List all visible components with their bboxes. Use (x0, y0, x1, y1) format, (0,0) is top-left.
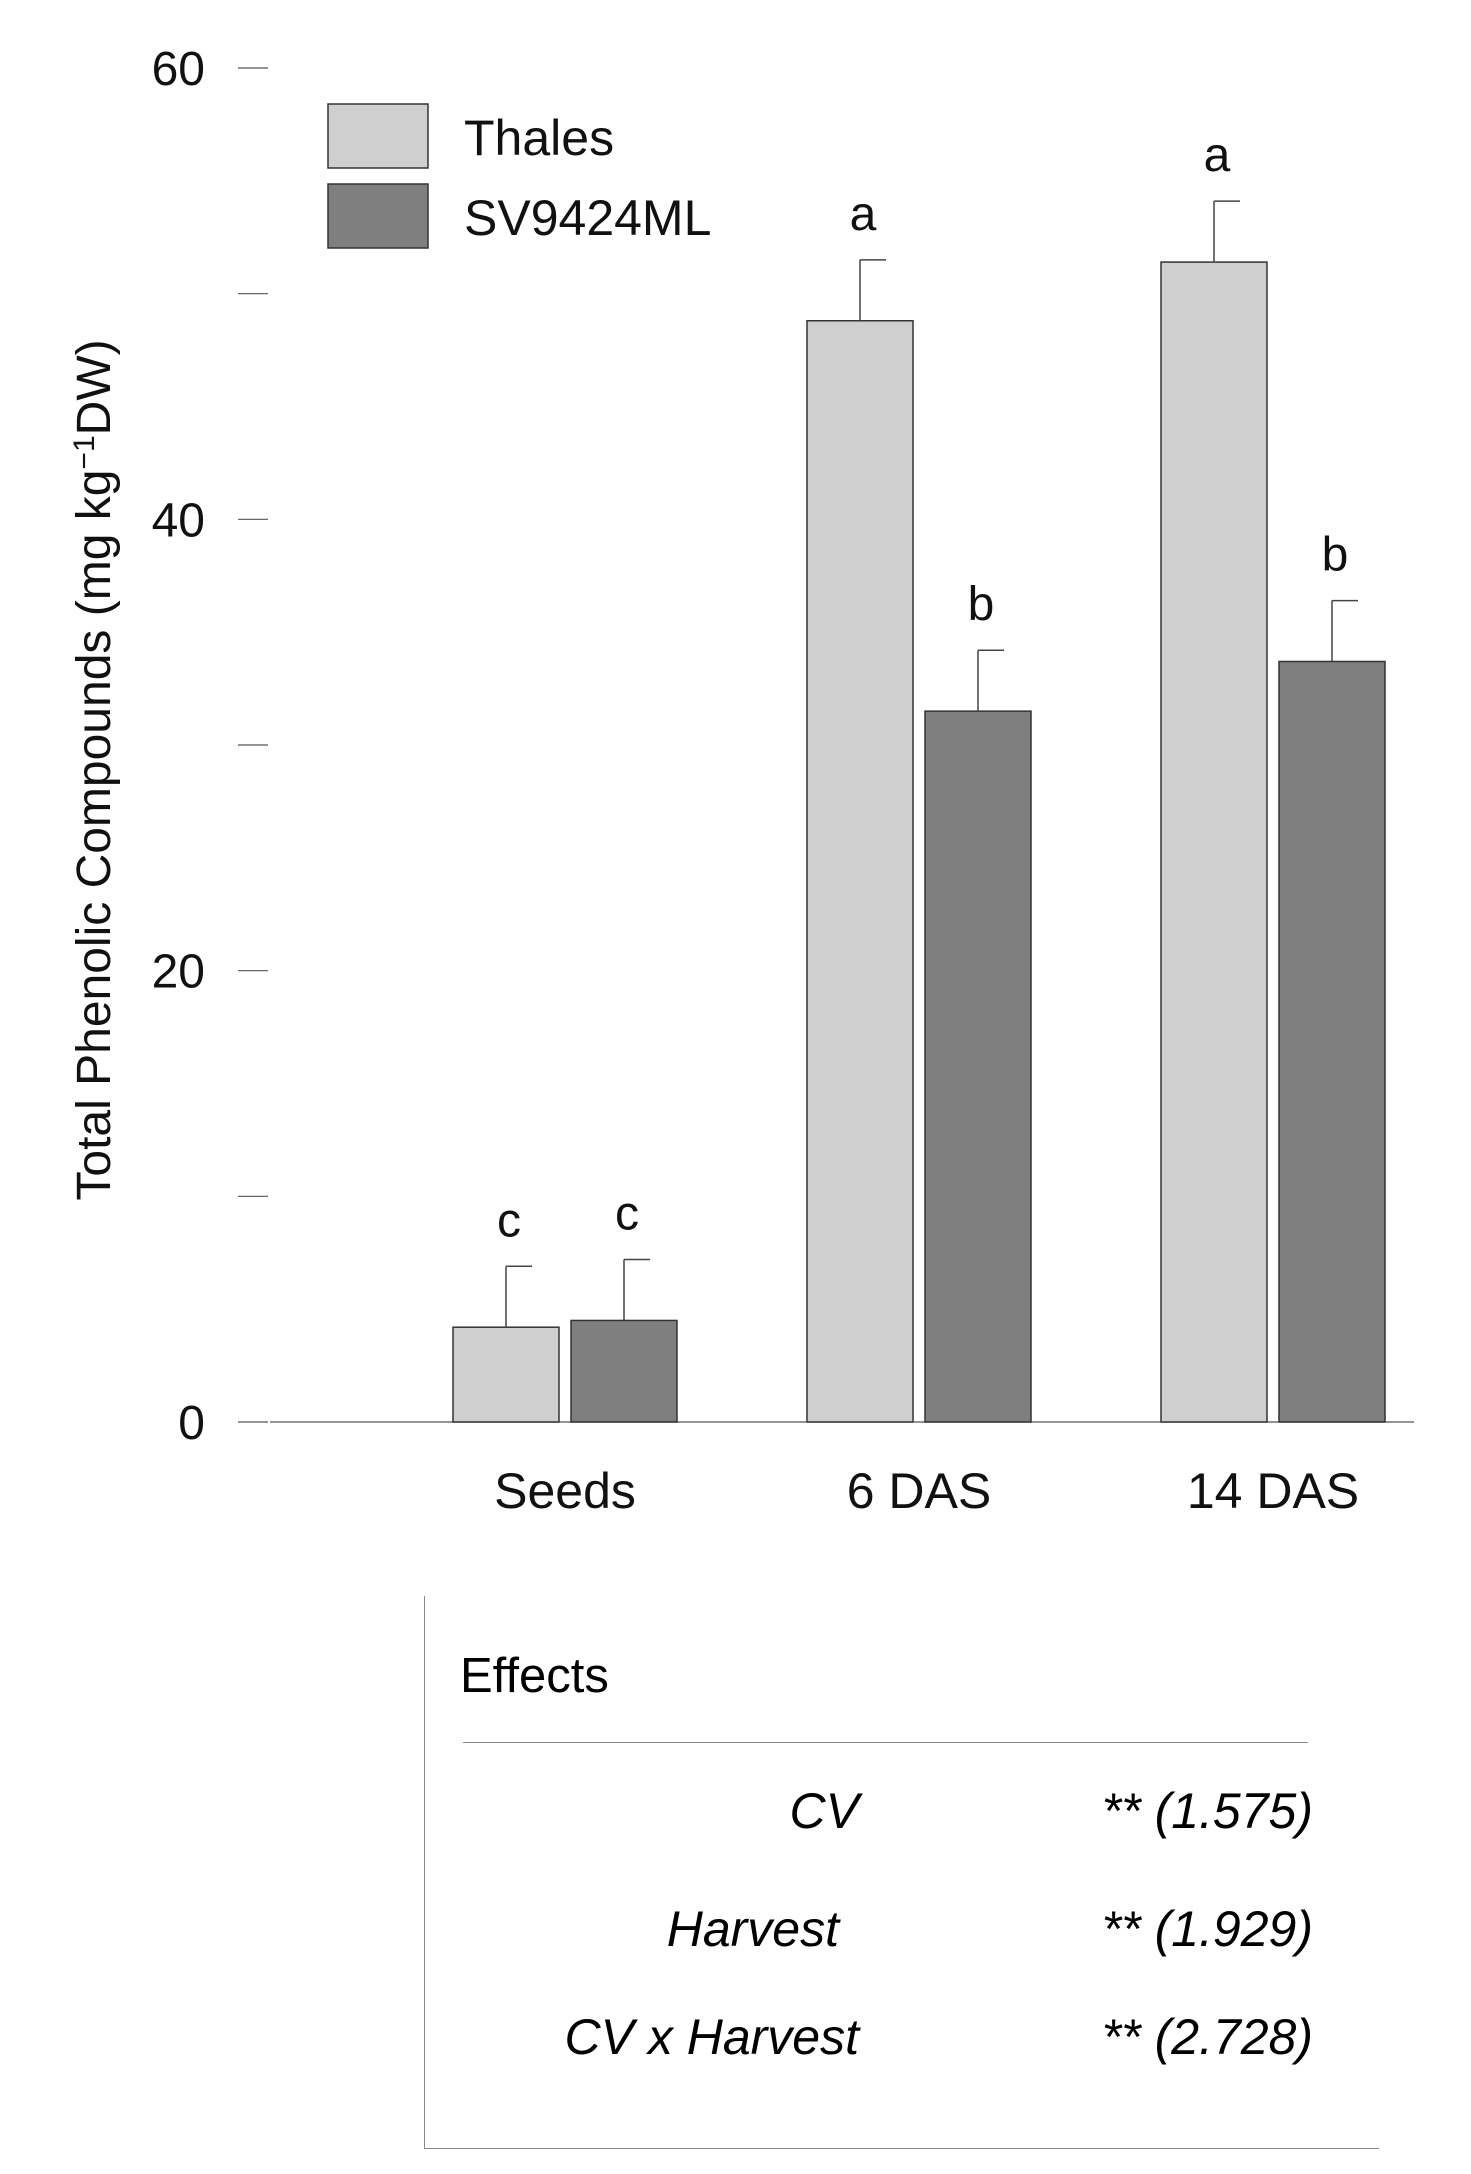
significance-letter: a (850, 188, 877, 241)
effect-value: ** (1.575) (1101, 1783, 1313, 1839)
y-axis: 0 20 40 60 (152, 43, 1414, 1450)
y-tick-label: 40 (152, 494, 205, 547)
legend: Thales SV9424ML (327, 103, 711, 249)
legend-label-thales: Thales (464, 110, 614, 166)
bar-thales-seeds (452, 1326, 560, 1423)
legend-swatch-thales (327, 103, 429, 169)
effect-value: ** (2.728) (1101, 2009, 1313, 2065)
y-tick-label: 60 (152, 43, 205, 96)
bar-sv9424ml-6-das (924, 710, 1032, 1423)
significance-letter: b (1322, 529, 1349, 582)
effects-divider (463, 1742, 1308, 1743)
effects-row-cv: CV ** (1.575) (425, 1782, 1379, 1852)
bar-sv9424ml-14-das (1278, 660, 1386, 1423)
significance-letter: c (497, 1194, 521, 1247)
bar-thales-6-das (806, 319, 914, 1423)
significance-letter: b (968, 578, 995, 631)
x-tick-label: 14 DAS (1187, 1463, 1359, 1519)
bar-sv9424ml-seeds (570, 1319, 678, 1423)
effect-name: CV x Harvest (564, 2009, 859, 2065)
effect-value: ** (1.929) (1101, 1901, 1313, 1957)
x-axis-labels: Seeds 6 DAS 14 DAS (494, 1463, 1359, 1519)
legend-label-sv9424ml: SV9424ML (464, 190, 711, 246)
legend-swatch-sv9424ml (327, 183, 429, 249)
y-tick-label: 20 (152, 946, 205, 999)
bar-chart: 0 20 40 60 c a a c b b Seeds 6 DAS 14 DAS Thales S… (68, 43, 1414, 1519)
y-axis-label: Total Phenolic Compounds (mg kg−1DW) (68, 339, 121, 1200)
y-axis-label-main: Total Phenolic Compounds (mg kg (68, 470, 121, 1201)
bars: c a a c b b (452, 129, 1386, 1423)
effects-table: Effects CV ** (1.575) Harvest ** (1.929)… (424, 1596, 1379, 2149)
effect-name: CV (789, 1783, 859, 1839)
x-tick-label: 6 DAS (847, 1463, 992, 1519)
significance-letter: a (1204, 129, 1231, 182)
effects-row-cv-x-harvest: CV x Harvest ** (2.728) (425, 2008, 1379, 2078)
y-axis-label-tail: DW) (68, 339, 121, 435)
significance-letter: c (615, 1188, 639, 1241)
bar-thales-14-das (1160, 261, 1268, 1423)
effect-name: Harvest (666, 1901, 839, 1957)
y-tick-label: 0 (178, 1397, 205, 1450)
y-axis-label-superscript: −1 (68, 435, 101, 469)
effects-row-harvest: Harvest ** (1.929) (425, 1900, 1379, 1970)
effects-title: Effects (460, 1649, 609, 1703)
x-tick-label: Seeds (494, 1463, 636, 1519)
